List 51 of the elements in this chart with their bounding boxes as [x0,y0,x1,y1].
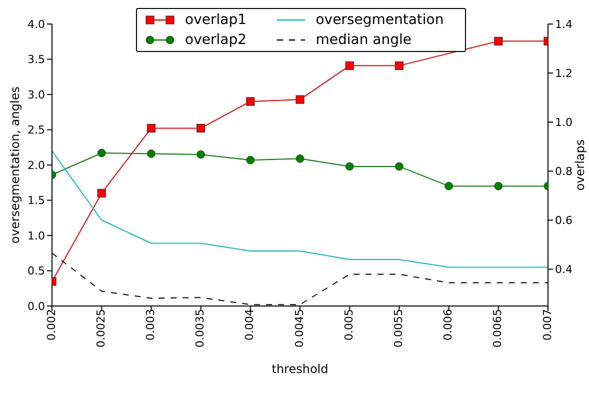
point [97,148,106,158]
y2-tick-label: 0.4 [555,263,572,276]
x-tick-label: 0.006 [442,309,455,340]
y-tick-label: 2.0 [28,158,45,172]
y-tick-label: 3.5 [28,53,45,66]
x-tick-label: 0.004 [243,309,256,340]
x-tick-label: 0.0055 [392,309,406,348]
y-tick-label: 4.0 [28,18,45,31]
x-tick-label: 0.002 [44,309,58,340]
y-tick-label: 2.5 [28,124,45,137]
y2-tick-label: 1.2 [555,66,572,80]
point [444,182,453,190]
x-tick-label: 0.007 [540,309,554,340]
point [395,162,404,171]
x-axis-title: threshold [272,362,328,376]
y2-tick-label: 0.6 [555,214,572,228]
point [147,150,156,158]
legend-label: overlap2 [185,32,246,48]
x-tick-label: 0.0045 [292,309,306,348]
x-tick-label: 0.003 [144,309,158,340]
point [345,61,354,70]
x-tick-label: 0.0065 [491,309,504,348]
line-series [52,150,548,268]
x-tick-label: 0.0025 [94,309,108,348]
y-tick-label: 3.0 [28,88,45,102]
point [196,124,206,133]
y-tick-label: 0.5 [28,264,45,278]
x-tick-label: 0.005 [342,309,356,340]
y2-tick-label: 1.4 [555,18,572,31]
legend-label: median angle [316,32,412,48]
y2-tick-label: 0.8 [555,165,572,178]
y-tick-label: 1.0 [28,229,45,242]
y-tick-label: 1.5 [28,194,45,208]
point [494,182,503,190]
point [296,154,304,163]
point [345,162,354,171]
point [246,156,255,164]
point [146,124,156,133]
y-tick-label: 0.0 [28,300,45,313]
legend-label: oversegmentation [316,12,444,28]
x-tick-label: 0.0035 [194,309,207,348]
legend-label: overlap1 [185,12,246,28]
point [296,95,304,104]
point [494,36,503,46]
point [97,188,106,198]
point [246,97,255,106]
point [196,150,205,159]
y-axis-title: oversegmentation, angles [8,86,22,244]
y2-axis-title: overlaps [573,139,587,191]
y2-tick-label: 1.0 [555,116,572,129]
point [394,61,404,70]
